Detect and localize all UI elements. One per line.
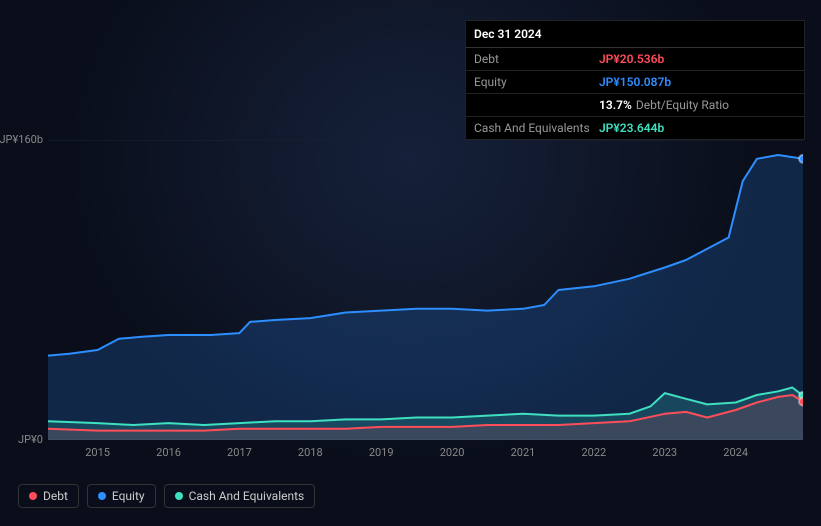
x-axis-label: 2023 [652, 446, 677, 459]
info-panel-row: EquityJP¥150.087b [466, 71, 804, 94]
info-panel-row-value: JP¥150.087b [599, 75, 671, 89]
info-panel-row: DebtJP¥20.536b [466, 48, 804, 71]
info-panel-row: 13.7% Debt/Equity Ratio [466, 94, 804, 117]
chart-plot-area[interactable] [48, 140, 803, 440]
y-axis-label: JP¥0 [0, 433, 43, 446]
series-endpoint-debt [799, 398, 803, 406]
info-panel-date: Dec 31 2024 [466, 21, 804, 48]
y-axis-label: JP¥160b [0, 133, 43, 146]
legend-dot-icon [98, 492, 106, 500]
series-area-equity [48, 155, 803, 440]
info-panel-ratio-value: 13.7% [599, 98, 632, 112]
x-axis-label: 2020 [440, 446, 465, 459]
info-panel-ratio-label: Debt/Equity Ratio [636, 98, 729, 112]
info-panel-row-value: JP¥20.536b [599, 52, 664, 66]
legend: Debt Equity Cash And Equivalents [18, 484, 315, 508]
legend-item-equity[interactable]: Equity [87, 484, 156, 508]
x-axis-label: 2016 [156, 446, 181, 459]
legend-item-label: Cash And Equivalents [189, 489, 305, 503]
x-axis-label: 2022 [581, 446, 606, 459]
legend-dot-icon [29, 492, 37, 500]
x-axis-label: 2018 [298, 446, 323, 459]
info-panel-row-label: Debt [474, 52, 599, 66]
legend-item-label: Equity [112, 489, 145, 503]
x-axis-label: 2024 [723, 446, 748, 459]
chart: JP¥160bJP¥0 2015201620172018201920202021… [18, 120, 803, 470]
x-axis-label: 2017 [227, 446, 252, 459]
x-axis: 2015 2016 2017 2018 2019 2020 2021 2022 2023 2024 [48, 446, 803, 462]
legend-dot-icon [175, 492, 183, 500]
info-panel-row-label [474, 98, 599, 112]
x-axis-label: 2021 [511, 446, 536, 459]
legend-item-label: Debt [43, 489, 68, 503]
legend-item-cash[interactable]: Cash And Equivalents [164, 484, 316, 508]
legend-item-debt[interactable]: Debt [18, 484, 79, 508]
x-axis-label: 2019 [369, 446, 394, 459]
x-axis-label: 2015 [85, 446, 110, 459]
info-panel-row-label: Equity [474, 75, 599, 89]
series-endpoint-equity [799, 155, 803, 163]
